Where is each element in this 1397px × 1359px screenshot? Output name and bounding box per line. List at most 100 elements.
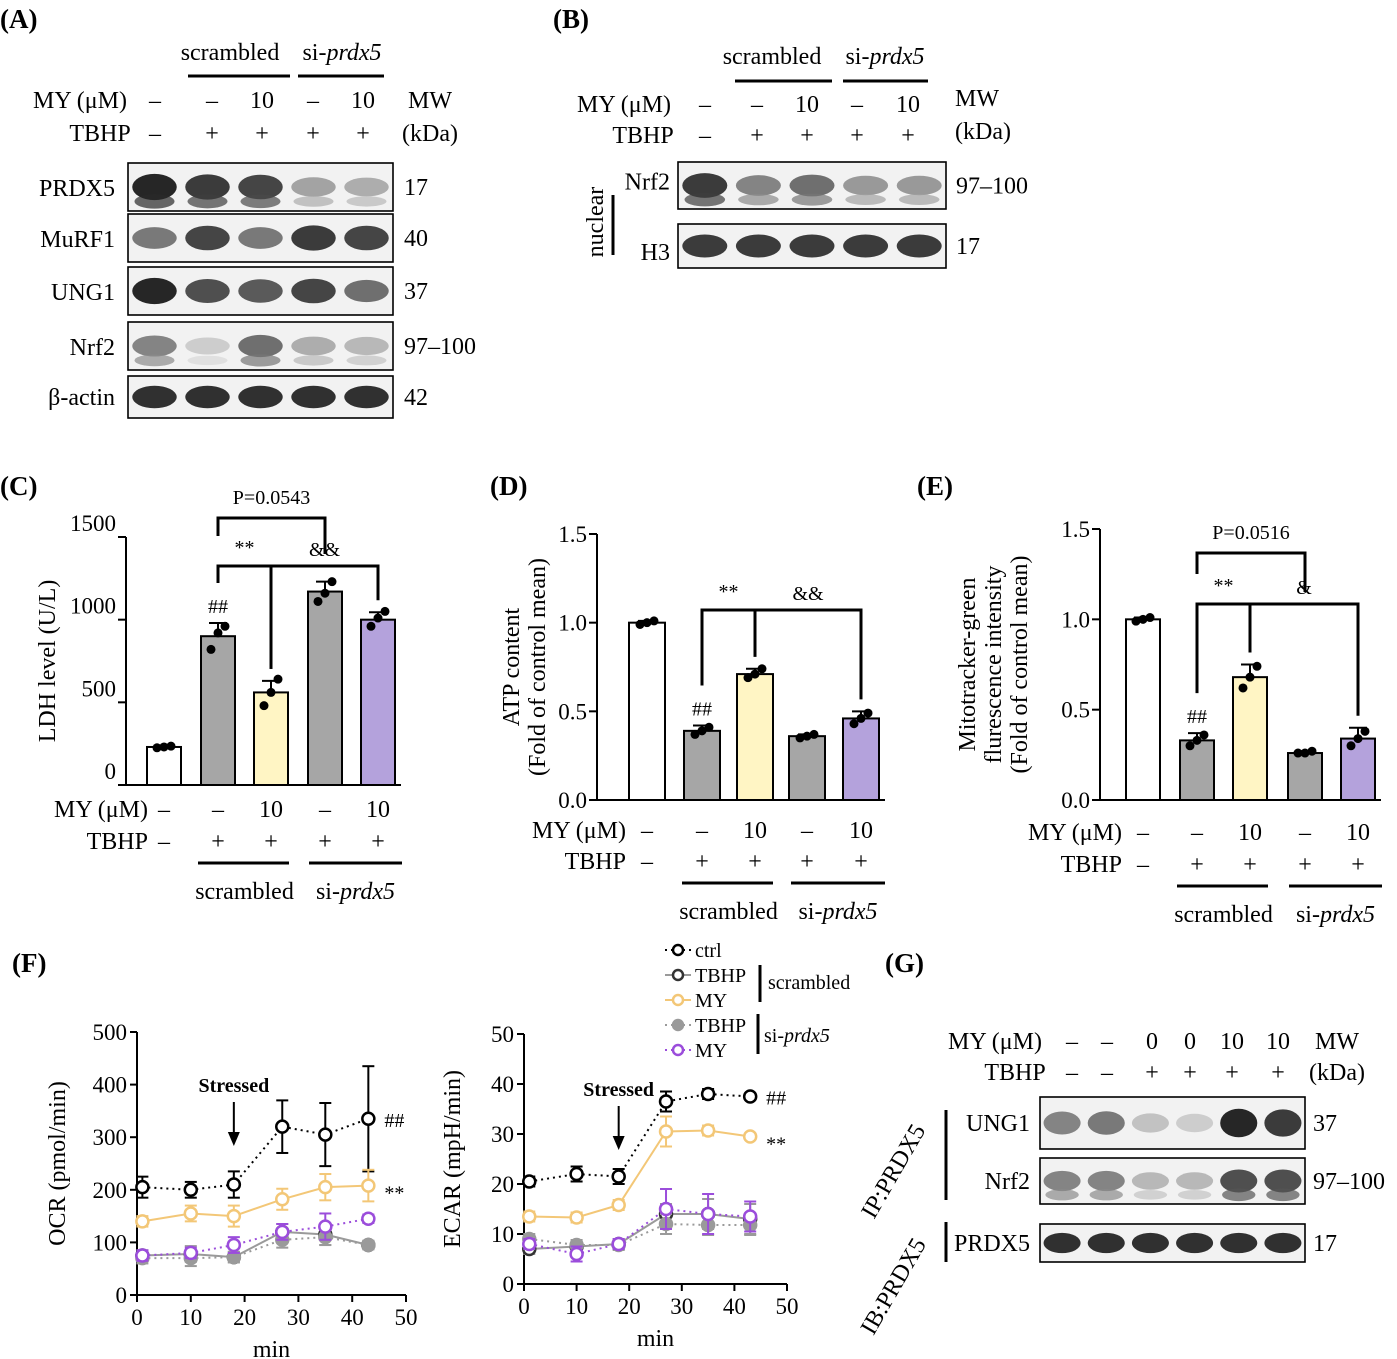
blot-2-band (238, 279, 283, 303)
x-tick-label: 0 (518, 1294, 530, 1319)
sig-bracket-2 (1248, 602, 1360, 716)
legend-group-scrambled: scrambled (768, 972, 850, 994)
hash-mark: ## (1187, 706, 1207, 728)
bar (1287, 752, 1323, 802)
blot-1-band (1220, 1169, 1258, 1193)
marker-ctrl (700, 1086, 716, 1102)
panel-b-label: (B) (553, 4, 589, 34)
group-si-label: si-prdx5 (316, 879, 395, 905)
x-axis-label: min (253, 1337, 290, 1359)
blot-3-band-lower (187, 355, 228, 366)
data-point (373, 613, 383, 623)
marker-my (742, 1129, 758, 1144)
x-tick-label: 30 (287, 1305, 310, 1330)
my-value: 10 (250, 88, 274, 114)
marker-si_my (275, 1224, 290, 1240)
data-point (313, 596, 323, 606)
series-line-tbhp (529, 1213, 751, 1250)
blot-2-band (291, 278, 336, 304)
blot-0-band-lower (293, 196, 334, 207)
data-point (750, 669, 760, 679)
blot-1-band (238, 227, 283, 249)
tbhp-value: + (356, 121, 370, 147)
marker-ctrl (522, 1174, 537, 1189)
panel-f-ocr-chart: (F) 0 100 200 300 400 500 0 10 20 30 40 50 min OCR (p… (12, 948, 418, 1359)
blot-1-band (132, 227, 177, 249)
group-si-label: si-prdx5 (1296, 902, 1375, 928)
blot-0-band-lower (791, 193, 833, 206)
x-tick-label: 20 (618, 1294, 641, 1319)
my-value: – (211, 797, 225, 823)
data-point (213, 628, 223, 638)
blot-name: PRDX5 (39, 176, 115, 202)
series-line-ctrl (529, 1092, 751, 1183)
y-axis-label: flurescence intensity (981, 566, 1007, 764)
series-line-si_my (142, 1217, 369, 1257)
blot-name: β-actin (48, 385, 115, 411)
tbhp-row-label: TBHP (87, 829, 148, 855)
tbhp-row-label: TBHP (565, 849, 626, 875)
tbhp-value: – (148, 121, 162, 147)
blot-0-frame (1039, 1096, 1306, 1150)
legend-label: ctrl (695, 940, 722, 962)
tbhp-value: + (1190, 852, 1204, 878)
my-value: 0 (1184, 1029, 1196, 1055)
y-tick-label: 500 (82, 676, 117, 701)
tbhp-value: + (800, 849, 814, 875)
my-value: 10 (366, 797, 390, 823)
tbhp-row-label: TBHP (69, 121, 130, 147)
tbhp-value: + (306, 121, 320, 147)
bar (253, 691, 289, 786)
blot-0-band (1043, 1111, 1081, 1135)
blot-0-band-lower (187, 194, 228, 209)
marker-si_my (569, 1246, 584, 1262)
blot-0-band-lower (738, 193, 779, 206)
blot-1-band (344, 225, 389, 251)
bar (788, 735, 826, 801)
group-scrambled-label: scrambled (723, 44, 822, 70)
blot-0-band (291, 177, 336, 197)
legend-label: TBHP (695, 1015, 746, 1037)
group-si-label: si-prdx5 (798, 899, 877, 925)
blot-3-band-lower (293, 355, 334, 366)
blot-1-band (185, 225, 230, 251)
marker-ctrl (742, 1089, 758, 1104)
blot-mw: 17 (1313, 1231, 1337, 1257)
my-value: 10 (1266, 1029, 1290, 1055)
marker-ctrl (183, 1182, 199, 1198)
my-value: – (1065, 1029, 1079, 1055)
marker-ctrl (226, 1177, 242, 1192)
my-value: – (750, 92, 764, 118)
blot-0-band-lower (134, 194, 175, 209)
marker-my (318, 1179, 333, 1195)
tbhp-row-label: TBHP (612, 123, 673, 149)
my-value: 10 (351, 88, 375, 114)
sig-bracket-2 (269, 564, 380, 669)
bar (683, 729, 721, 802)
my-value: 10 (849, 818, 873, 844)
blot-1-band (1264, 1169, 1302, 1193)
panel-c-label: (C) (0, 471, 37, 501)
my-value: – (148, 88, 162, 114)
mw-unit: (kDa) (955, 119, 1011, 145)
marker-si_tbhp (361, 1237, 376, 1253)
my-value: – (205, 88, 219, 114)
legend-marker-si_my (671, 1043, 685, 1057)
data-point (690, 729, 700, 739)
sig-bracket-2 (753, 608, 863, 700)
blot-4-band (185, 385, 230, 409)
marker-si_my (611, 1236, 626, 1252)
tbhp-value: + (1243, 852, 1257, 878)
blot-4-band (291, 385, 336, 409)
marker-si_my (742, 1209, 758, 1224)
legend-marker-ctrl (671, 943, 685, 957)
group-scrambled-label: scrambled (679, 899, 778, 925)
blot-3-band (291, 336, 336, 356)
sig-mark: ** (384, 1183, 404, 1205)
blot-3-band (238, 334, 283, 358)
blot-0-band (1087, 1111, 1125, 1135)
blot-1-band (843, 234, 889, 258)
group-si-prdx5-label: si-prdx5 (845, 44, 924, 70)
tbhp-value: + (901, 123, 915, 149)
